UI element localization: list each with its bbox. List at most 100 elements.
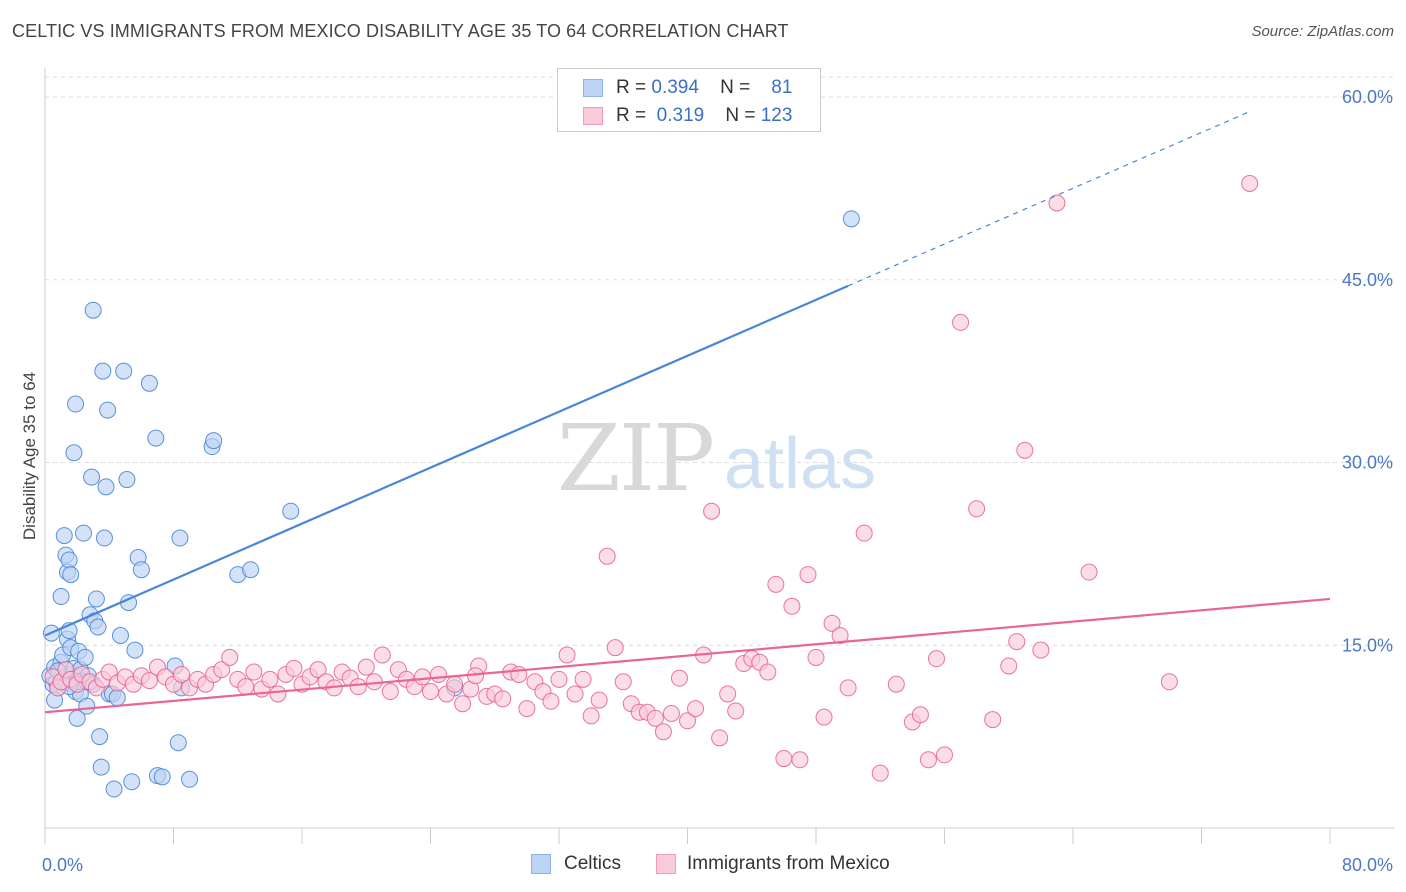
mexico-point — [670, 669, 688, 687]
mexico-point — [574, 670, 592, 688]
mexico-point — [454, 695, 472, 713]
mexico-point — [518, 700, 536, 718]
watermark: ZIP atlas — [557, 405, 876, 512]
mexico-point — [590, 691, 608, 709]
source-label: Source: ZipAtlas.com — [1251, 23, 1394, 40]
mexico-point — [566, 685, 584, 703]
celtics-point — [97, 478, 115, 496]
celtics-trend-extension — [847, 111, 1250, 287]
chart-title: CELTIC VS IMMIGRANTS FROM MEXICO DISABIL… — [12, 21, 789, 41]
mexico-point — [381, 683, 399, 701]
mexico-point — [823, 614, 841, 632]
mexico-point — [309, 661, 327, 679]
celtics-trend-line — [44, 284, 849, 637]
mexico-point — [413, 668, 431, 686]
celtics-point — [282, 502, 300, 520]
celtics-point — [60, 551, 78, 569]
mexico-point — [646, 709, 664, 727]
mexico-point — [269, 685, 287, 703]
mexico-point — [687, 700, 705, 718]
celtics-point — [111, 627, 129, 645]
celtics-point — [171, 529, 189, 547]
trend-lines — [44, 111, 1331, 714]
mexico-point — [494, 690, 512, 708]
mexico-swatch — [583, 107, 603, 125]
celtics-point — [105, 780, 123, 798]
celtics-point — [65, 444, 83, 462]
mexico-point — [654, 723, 672, 741]
mexico-trend-line — [44, 597, 1331, 714]
mexico-point — [807, 648, 825, 666]
watermark-atlas: atlas — [724, 424, 876, 504]
stats-row-mexico: R = 0.319 N = 123 — [558, 103, 818, 131]
n-label: N = — [720, 77, 751, 98]
mexico-point — [1008, 633, 1026, 651]
mexico-point — [775, 750, 793, 768]
legend-mexico-swatch — [656, 854, 676, 874]
x-tick-label-min: 0.0% — [42, 855, 83, 875]
celtics-point — [67, 395, 85, 413]
mexico-point — [984, 711, 1002, 729]
mexico-point — [357, 658, 375, 676]
celtics-point — [126, 641, 144, 659]
mexico-point — [1160, 673, 1178, 691]
mexico-point — [349, 678, 367, 696]
stats-text-celtics: R = 0.394 N = 81 — [616, 77, 792, 99]
mexico-point — [662, 704, 680, 722]
y-tick-label: 30.0% — [1342, 453, 1393, 473]
celtics-point — [140, 374, 158, 392]
celtics-point — [132, 561, 150, 579]
legend-celtics: Celtics — [531, 852, 641, 878]
mexico-point — [783, 597, 801, 615]
mexico-point — [815, 708, 833, 726]
mexico-point — [558, 646, 576, 664]
y-tick-label: 60.0% — [1342, 87, 1393, 107]
mexico-point — [871, 764, 889, 782]
mexico-point — [936, 746, 953, 764]
celtics-point — [62, 566, 80, 584]
celtics-point — [205, 432, 223, 450]
tick-labels: 15.0% 30.0% 45.0% 60.0% 0.0% 80.0% — [42, 87, 1393, 875]
r-value: 0.319 — [656, 105, 705, 126]
mexico-point — [927, 650, 945, 668]
mexico-point — [245, 663, 263, 681]
mexico-point — [606, 639, 624, 657]
celtics-point — [99, 401, 117, 419]
mexico-point — [1016, 441, 1034, 459]
watermark-zip: ZIP — [557, 405, 713, 512]
mexico-point — [839, 679, 857, 697]
mexico-point — [261, 670, 279, 688]
mexico-point — [887, 675, 905, 693]
y-tick-label: 15.0% — [1342, 635, 1393, 655]
y-tick-label: 45.0% — [1342, 270, 1393, 290]
axes — [44, 68, 1395, 844]
mexico-point — [582, 707, 600, 725]
mexico-point — [598, 547, 616, 565]
celtics-point — [89, 618, 107, 636]
gridlines — [45, 76, 1395, 646]
celtics-point — [94, 362, 112, 380]
celtics-point — [52, 588, 70, 606]
mexico-point — [373, 646, 391, 664]
r-value: 0.394 — [651, 77, 699, 98]
mexico-point — [1000, 657, 1018, 675]
mexico-point — [221, 648, 239, 666]
mexico-point — [1048, 194, 1066, 212]
legend-mexico-label: Immigrants from Mexico — [687, 853, 890, 874]
mexico-point — [285, 659, 303, 677]
celtics-point — [75, 524, 93, 542]
r-label: R = — [616, 105, 647, 126]
mexico-point — [767, 575, 785, 593]
mexico-point — [703, 502, 721, 520]
mexico-point — [952, 313, 970, 331]
mexico-point — [911, 706, 929, 724]
celtics-point — [147, 429, 165, 447]
celtics-point — [87, 590, 105, 608]
mexico-point — [831, 627, 849, 645]
mexico-point — [727, 702, 745, 720]
celtics-swatch — [583, 79, 603, 97]
mexico-point — [719, 685, 737, 703]
celtics-point — [108, 689, 126, 707]
stats-row-celtics: R = 0.394 N = 81 — [558, 75, 818, 103]
legend-celtics-label: Celtics — [564, 853, 622, 874]
